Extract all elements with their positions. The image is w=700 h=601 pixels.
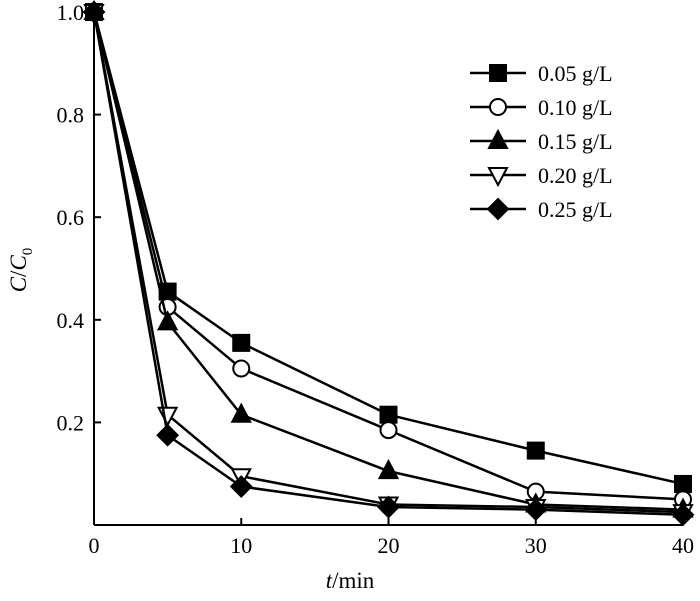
marker-diamond xyxy=(377,495,400,519)
series-layer xyxy=(82,0,695,527)
marker-square xyxy=(674,474,692,493)
series-line xyxy=(92,11,684,501)
legend-label: 0.20 g/L xyxy=(538,163,613,188)
marker-diamond xyxy=(229,475,253,498)
y-tick-label: 1.0 xyxy=(57,0,85,25)
legend-item: 0.25 g/L xyxy=(470,197,613,222)
marker-diamond xyxy=(671,503,695,527)
x-tick-label: 0 xyxy=(89,533,100,558)
x-axis-title-unit: /min xyxy=(332,568,375,593)
marker-square xyxy=(526,441,545,460)
y-tick-label: 0.2 xyxy=(57,410,85,435)
y-tick-label: 0.4 xyxy=(57,308,85,333)
x-axis-title: t/min xyxy=(326,568,375,593)
marker-circle xyxy=(232,359,251,378)
y-tick-label: 0.6 xyxy=(57,205,85,230)
x-axis-title-var: t xyxy=(326,568,333,593)
y-axis-title-c0: C xyxy=(6,255,31,271)
marker-triangle-up xyxy=(230,402,252,423)
legend-label: 0.10 g/L xyxy=(538,95,613,120)
marker-circle xyxy=(379,421,398,440)
marker-square xyxy=(379,405,398,424)
x-ticks: 0 10 20 30 40 xyxy=(89,518,694,558)
marker-triangle-down xyxy=(487,167,509,188)
plot-area: 0 10 20 30 40 0.2 0.4 0.6 0.8 1.0 xyxy=(57,0,695,558)
marker-diamond xyxy=(82,0,106,24)
marker-diamond xyxy=(524,498,548,522)
marker-triangle-up xyxy=(487,128,509,149)
series-line xyxy=(92,11,684,514)
y-axis-title: C/C0 xyxy=(6,248,36,293)
y-axis-title-slash: / xyxy=(6,270,31,277)
y-ticks: 0.2 0.4 0.6 0.8 1.0 xyxy=(57,0,101,435)
series xyxy=(85,3,692,509)
marker-circle xyxy=(489,98,507,116)
x-tick-label: 30 xyxy=(525,533,547,558)
legend-item: 0.10 g/L xyxy=(470,95,613,120)
y-tick-label: 0.8 xyxy=(57,103,85,128)
y-axis-title-subscript: 0 xyxy=(20,248,36,256)
legend-label: 0.25 g/L xyxy=(538,197,613,222)
x-tick-label: 10 xyxy=(230,533,252,558)
legend-item: 0.05 g/L xyxy=(470,61,613,86)
x-tick-label: 40 xyxy=(672,533,694,558)
series-line xyxy=(92,11,684,516)
marker-diamond xyxy=(156,423,180,447)
series-line xyxy=(92,11,684,486)
legend-item: 0.15 g/L xyxy=(470,128,613,154)
legend-label: 0.15 g/L xyxy=(538,129,613,154)
series xyxy=(82,0,695,527)
x-tick-label: 20 xyxy=(378,533,400,558)
series-line xyxy=(92,11,684,511)
marker-square xyxy=(489,64,507,82)
y-axis-title-c: C xyxy=(6,276,31,292)
marker-triangle-up xyxy=(156,310,179,331)
marker-diamond xyxy=(486,197,510,221)
legend: 0.05 g/L 0.10 g/L 0.15 g/L 0.20 g/L 0.25 g/L xyxy=(470,61,613,222)
legend-label: 0.05 g/L xyxy=(538,61,613,86)
marker-triangle-up xyxy=(377,458,400,480)
legend-item: 0.20 g/L xyxy=(470,163,613,188)
marker-square xyxy=(232,333,251,352)
marker-triangle-down xyxy=(156,406,179,427)
